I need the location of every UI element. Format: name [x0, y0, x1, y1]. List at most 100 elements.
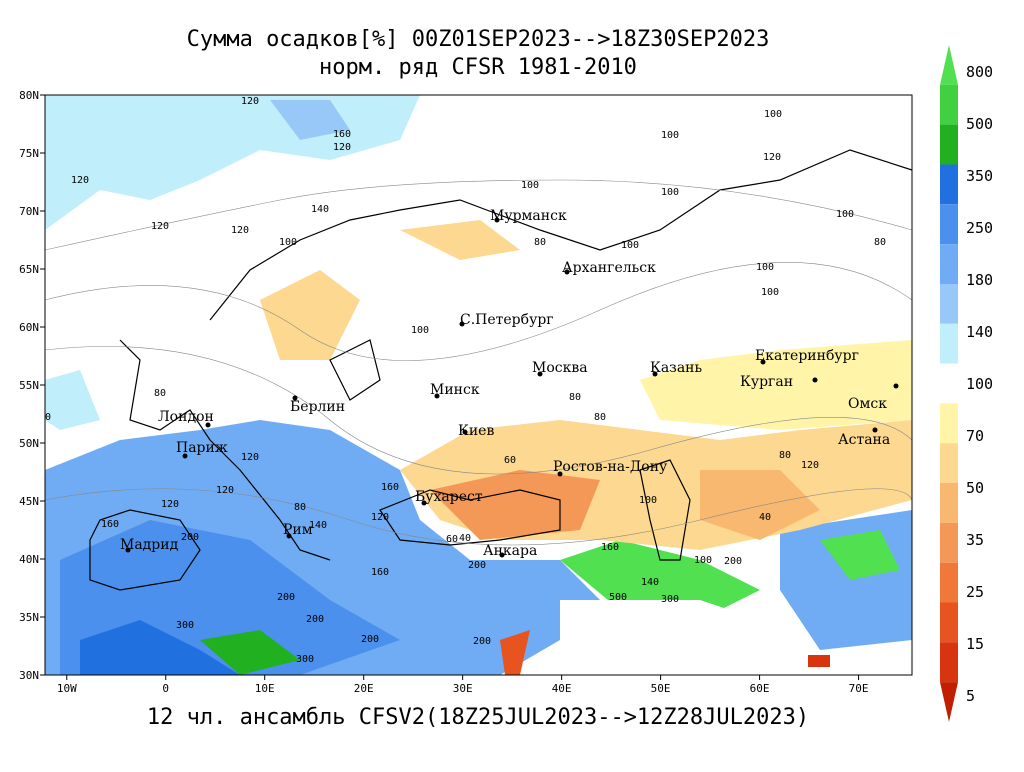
colorbar-swatch [940, 204, 958, 245]
contour-label: 160 [601, 542, 619, 553]
city-dot [499, 552, 505, 558]
city-dot [434, 393, 440, 399]
contour-label: 80 [779, 450, 791, 461]
city-dot [182, 453, 188, 459]
y-tick-label: 60N [19, 321, 39, 334]
contour-label: 200 [468, 560, 486, 571]
contour-label: 60 [504, 455, 516, 466]
colorbar-swatch [940, 682, 958, 722]
colorbar-swatch [940, 244, 958, 284]
y-tick-label: 70N [19, 205, 39, 218]
city-dot [812, 377, 818, 383]
city-label: Курган [740, 374, 793, 390]
city-dot [494, 217, 500, 223]
colorbar: 800 500 350 250 180 140 100 70 50 35 25 15 5 [940, 45, 993, 722]
colorbar-swatch [940, 562, 958, 603]
city-label: Киев [458, 423, 494, 439]
contour-label: 80 [39, 412, 51, 423]
city-dot [537, 371, 543, 377]
contour-label: 500 [609, 592, 627, 603]
contour-label: 300 [661, 594, 679, 605]
contour-label: 200 [473, 636, 491, 647]
contour-label: 80 [294, 502, 306, 513]
y-tick-label: 45N [19, 495, 39, 508]
y-tick-label: 65N [19, 263, 39, 276]
city-label: Мурманск [490, 208, 567, 224]
x-tick-label: 20E [354, 682, 374, 695]
city-label: Москва [532, 360, 588, 376]
x-tick-label: 40E [552, 682, 572, 695]
colorbar-swatch [940, 642, 958, 683]
city-dot [462, 429, 468, 435]
axes: 10W 0 10E 20E 30E 40E 50E 60E 70E 30N 35N 40N 45N 50N… [19, 89, 868, 695]
colorbar-swatch [940, 403, 958, 444]
contour-label: 120 [801, 460, 819, 471]
contour-label: 300 [296, 654, 314, 665]
contour-label: 120 [241, 452, 259, 463]
contour-label: 140 [309, 520, 327, 531]
title: Сумма осадков[%] 00Z01SEP2023-->18Z30SEP… [187, 27, 770, 52]
x-tick-label: 70E [849, 682, 869, 695]
contour-label: 100 [661, 187, 679, 198]
colorbar-swatch [940, 283, 958, 324]
contour-label: 140 [311, 204, 329, 215]
colorbar-label: 800 [966, 63, 993, 81]
colorbar-label: 50 [966, 479, 984, 497]
contour-label: 160 [381, 482, 399, 493]
contour-label: 80 [569, 392, 581, 403]
map-field: Мурманск Архангельск С.Петербург Москва Каза… [39, 95, 912, 675]
contour-label: 40 [759, 512, 771, 523]
city-label: Анкара [483, 543, 537, 559]
y-tick-label: 40N [19, 553, 39, 566]
contour-label: 120 [231, 225, 249, 236]
city-label: Омск [848, 396, 887, 412]
contour-label: 200 [724, 556, 742, 567]
city-label: Минск [430, 382, 480, 398]
city-label: Берлин [290, 399, 345, 415]
contour-label: 200 [361, 634, 379, 645]
y-tick-label: 75N [19, 147, 39, 160]
footer: 12 чл. ансамбль CFSV2(18Z25JUL2023-->12Z… [147, 705, 809, 730]
contour-label: 60 [446, 534, 458, 545]
colorbar-label: 250 [966, 219, 993, 237]
city-label: Екатеринбург [755, 348, 859, 364]
contour-label: 100 [639, 495, 657, 506]
colorbar-label: 70 [966, 427, 984, 445]
city-dot [893, 383, 899, 389]
city-label: Париж [176, 440, 228, 456]
city-dot [564, 269, 570, 275]
y-tick-label: 50N [19, 437, 39, 450]
city-dot [421, 500, 427, 506]
contour-label: 120 [71, 175, 89, 186]
contour-label: 140 [641, 577, 659, 588]
city-dot [872, 427, 878, 433]
x-tick-label: 0 [162, 682, 169, 695]
contour-label: 120 [763, 152, 781, 163]
city-label: Архангельск [562, 260, 656, 276]
city-label: С.Петербург [460, 312, 554, 328]
contour-label: 100 [761, 287, 779, 298]
city-label: Бухарест [415, 489, 483, 505]
colorbar-label: 180 [966, 271, 993, 289]
city-dot [292, 395, 298, 401]
city-dot [760, 359, 766, 365]
x-tick-label: 50E [651, 682, 671, 695]
contour-label: 160 [371, 567, 389, 578]
contour-label: 120 [216, 485, 234, 496]
colorbar-label: 15 [966, 635, 984, 653]
colorbar-label: 35 [966, 531, 984, 549]
colorbar-swatch [940, 323, 958, 364]
colorbar-swatch [940, 124, 958, 165]
contour-label: 100 [756, 262, 774, 273]
contour-label: 200 [306, 614, 324, 625]
colorbar-swatch [940, 483, 958, 523]
contour-label: 80 [874, 237, 886, 248]
x-tick-label: 10W [57, 682, 77, 695]
contour-labels: 120 160 120 120 100 100 120 100 140 120 100 100 80 10… [39, 96, 886, 665]
contour-label: 100 [621, 240, 639, 251]
colorbar-label: 140 [966, 323, 993, 341]
city-label: Рим [283, 522, 313, 538]
colorbar-label: 350 [966, 167, 993, 185]
x-tick-label: 10E [255, 682, 275, 695]
